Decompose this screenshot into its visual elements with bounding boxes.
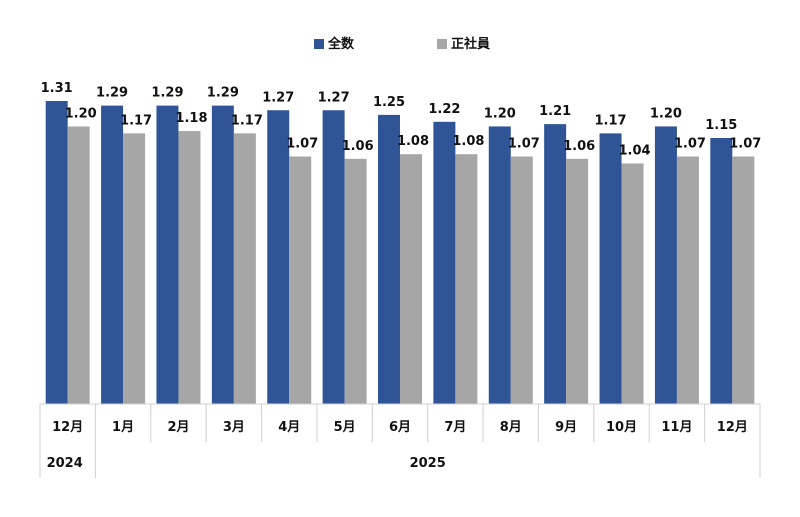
bars-group <box>45 101 755 405</box>
bar-regular-4 <box>289 156 312 404</box>
data-label-regular-12: 1.07 <box>729 137 761 152</box>
data-label-total-5: 1.27 <box>318 90 350 105</box>
bar-regular-11 <box>676 156 699 404</box>
bar-regular-10 <box>621 163 644 404</box>
data-label-regular-8: 1.07 <box>508 137 540 152</box>
data-label-total-9: 1.21 <box>539 104 571 119</box>
tick-label-11: 11月 <box>661 420 692 435</box>
data-label-total-0: 1.31 <box>41 81 73 96</box>
bar-total-10 <box>599 133 622 404</box>
legend-swatch-total <box>314 39 324 49</box>
data-label-total-12: 1.15 <box>705 118 737 133</box>
category-axis: 12月 1月 2月 3月 4月 5月 6月 7月 8月 9月 10月 11月 12月 2024 2025 <box>39 403 761 478</box>
tick-label-3: 3月 <box>223 420 245 435</box>
tick-label-7: 7月 <box>444 420 466 435</box>
data-label-regular-3: 1.17 <box>231 113 263 128</box>
data-label-regular-10: 1.04 <box>618 143 650 158</box>
tick-label-0: 12月 <box>52 420 83 435</box>
bar-regular-12 <box>732 156 755 404</box>
bar-regular-6 <box>400 154 422 404</box>
data-label-total-6: 1.25 <box>373 95 405 110</box>
legend-label-regular: 正社員 <box>451 36 490 52</box>
data-label-regular-0: 1.20 <box>65 106 97 121</box>
data-label-total-11: 1.20 <box>650 106 682 121</box>
bar-total-11 <box>654 126 677 404</box>
data-label-regular-7: 1.08 <box>452 134 484 149</box>
bar-total-6 <box>378 114 400 404</box>
data-label-total-3: 1.29 <box>207 86 239 101</box>
bar-total-7 <box>433 121 456 404</box>
data-label-regular-5: 1.06 <box>342 139 374 154</box>
bar-total-5 <box>322 110 345 405</box>
data-label-total-4: 1.27 <box>262 90 294 105</box>
data-label-regular-2: 1.18 <box>175 111 207 126</box>
tick-label-1: 1月 <box>112 420 134 435</box>
data-labels-group: 1.311.201.291.171.291.181.291.171.271.07… <box>41 81 762 158</box>
bar-regular-9 <box>566 158 589 404</box>
tick-label-6: 6月 <box>389 420 411 435</box>
bar-regular-5 <box>344 158 367 404</box>
tick-label-12: 12月 <box>717 420 748 435</box>
tick-label-8: 8月 <box>500 420 522 435</box>
data-label-total-8: 1.20 <box>484 106 516 121</box>
bar-regular-3 <box>233 133 256 404</box>
year-label-2025: 2025 <box>410 456 446 471</box>
data-label-regular-9: 1.06 <box>563 139 595 154</box>
data-label-regular-6: 1.08 <box>397 134 429 149</box>
legend-swatch-regular <box>437 39 447 49</box>
tick-label-10: 10月 <box>606 420 637 435</box>
data-label-total-7: 1.22 <box>428 102 460 117</box>
data-label-total-10: 1.17 <box>594 113 626 128</box>
tick-label-4: 4月 <box>278 420 300 435</box>
data-label-total-1: 1.29 <box>96 86 128 101</box>
bar-regular-2 <box>178 131 201 404</box>
bar-total-3 <box>211 105 234 405</box>
bar-regular-0 <box>67 126 90 404</box>
bar-total-4 <box>267 110 290 405</box>
bar-total-0 <box>45 101 68 404</box>
bar-regular-8 <box>510 156 533 404</box>
bar-total-1 <box>101 105 124 405</box>
data-label-regular-1: 1.17 <box>120 113 152 128</box>
data-label-regular-11: 1.07 <box>674 137 706 152</box>
legend: 全数 正社員 <box>314 36 490 52</box>
bar-regular-1 <box>123 133 146 404</box>
bar-total-9 <box>544 124 567 405</box>
tick-label-9: 9月 <box>555 420 577 435</box>
tick-label-2: 2月 <box>167 420 189 435</box>
bar-total-2 <box>156 105 179 405</box>
tick-label-5: 5月 <box>334 420 356 435</box>
bar-total-12 <box>710 138 733 404</box>
data-label-regular-4: 1.07 <box>286 137 318 152</box>
bar-total-8 <box>488 126 511 404</box>
bar-regular-7 <box>455 154 478 404</box>
legend-label-total: 全数 <box>327 36 355 52</box>
data-label-total-2: 1.29 <box>151 86 183 101</box>
year-label-2024: 2024 <box>47 456 83 471</box>
